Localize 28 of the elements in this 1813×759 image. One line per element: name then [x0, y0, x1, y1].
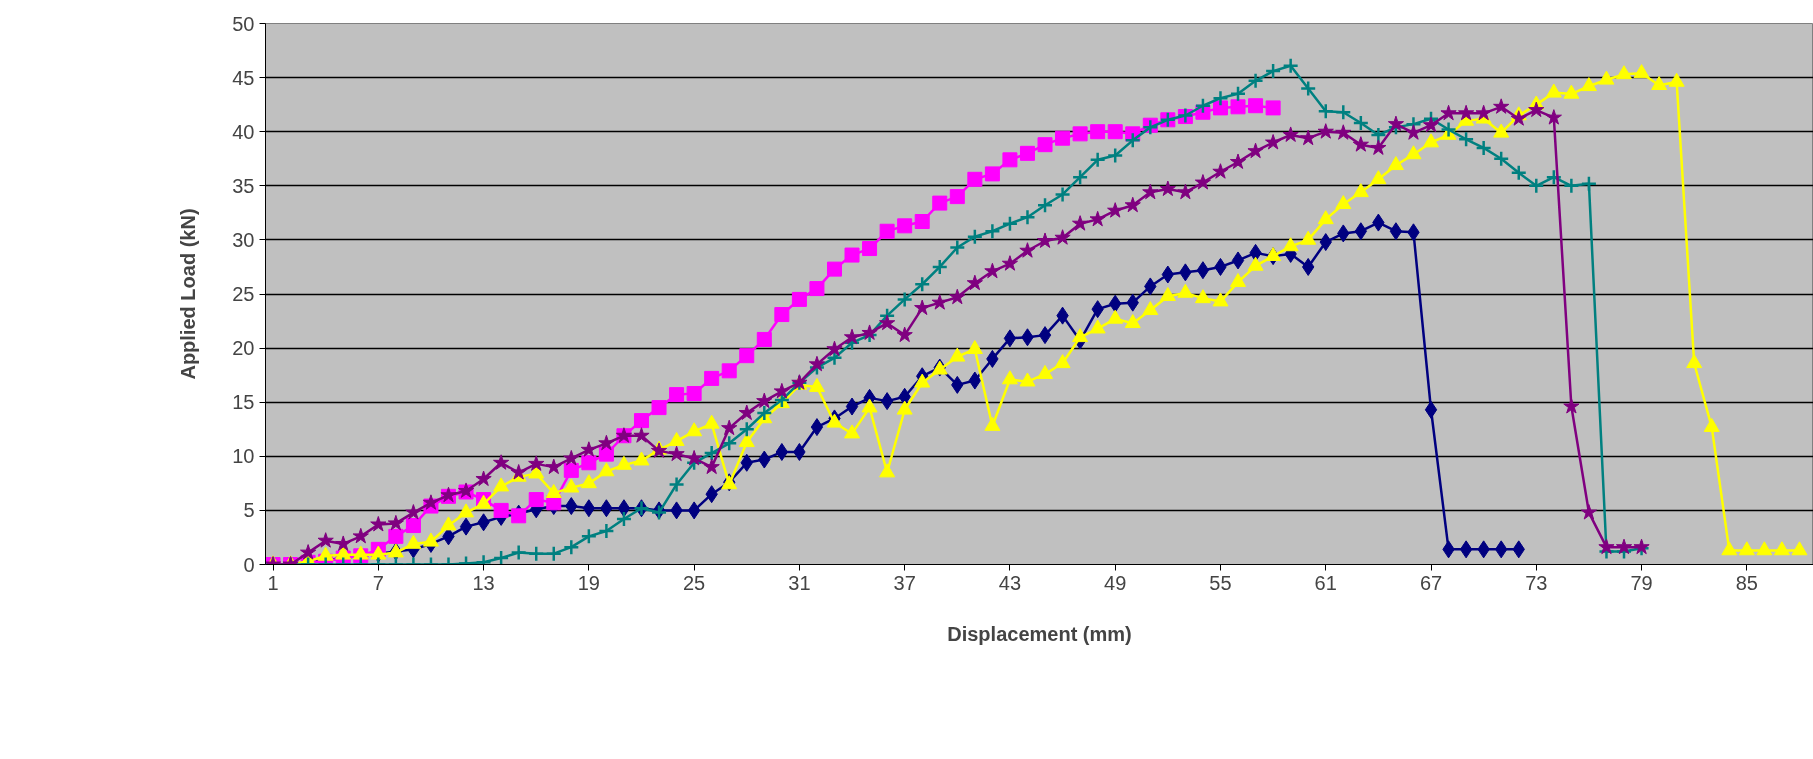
x-tick-label: 19: [577, 571, 600, 594]
y-tick-label: 10: [232, 445, 255, 468]
x-tick-label: 37: [893, 571, 916, 594]
y-tick-label: 30: [232, 228, 255, 251]
x-tick-label: 67: [1419, 571, 1443, 594]
x-tick-label: 73: [1525, 571, 1548, 594]
y-tick-label: 50: [232, 12, 255, 35]
y-tick-label: 5: [243, 499, 255, 522]
y-tick-label: 40: [232, 120, 255, 143]
x-tick-label: 85: [1735, 571, 1758, 594]
x-tick-label: 49: [1104, 571, 1127, 594]
y-axis-title: Applied Load (kN): [177, 208, 200, 380]
x-tick-label: 31: [788, 571, 811, 594]
x-tick-label: 25: [683, 571, 706, 594]
x-tick-label: 43: [998, 571, 1022, 594]
x-tick-label: 13: [472, 571, 495, 594]
y-tick-label: 45: [232, 66, 255, 89]
y-tick-label: 20: [232, 337, 255, 360]
x-tick-label: 61: [1314, 571, 1337, 594]
y-tick-label: 35: [232, 174, 255, 197]
x-axis-title: Displacement (mm): [947, 622, 1132, 645]
x-tick-label: 55: [1209, 571, 1232, 594]
x-tick-label: 1: [267, 571, 279, 594]
y-tick-label: 0: [243, 553, 255, 576]
x-tick-label: 79: [1630, 571, 1653, 594]
y-tick-label: 15: [232, 391, 255, 414]
x-tick-label: 7: [372, 571, 384, 594]
y-tick-label: 25: [232, 283, 255, 305]
